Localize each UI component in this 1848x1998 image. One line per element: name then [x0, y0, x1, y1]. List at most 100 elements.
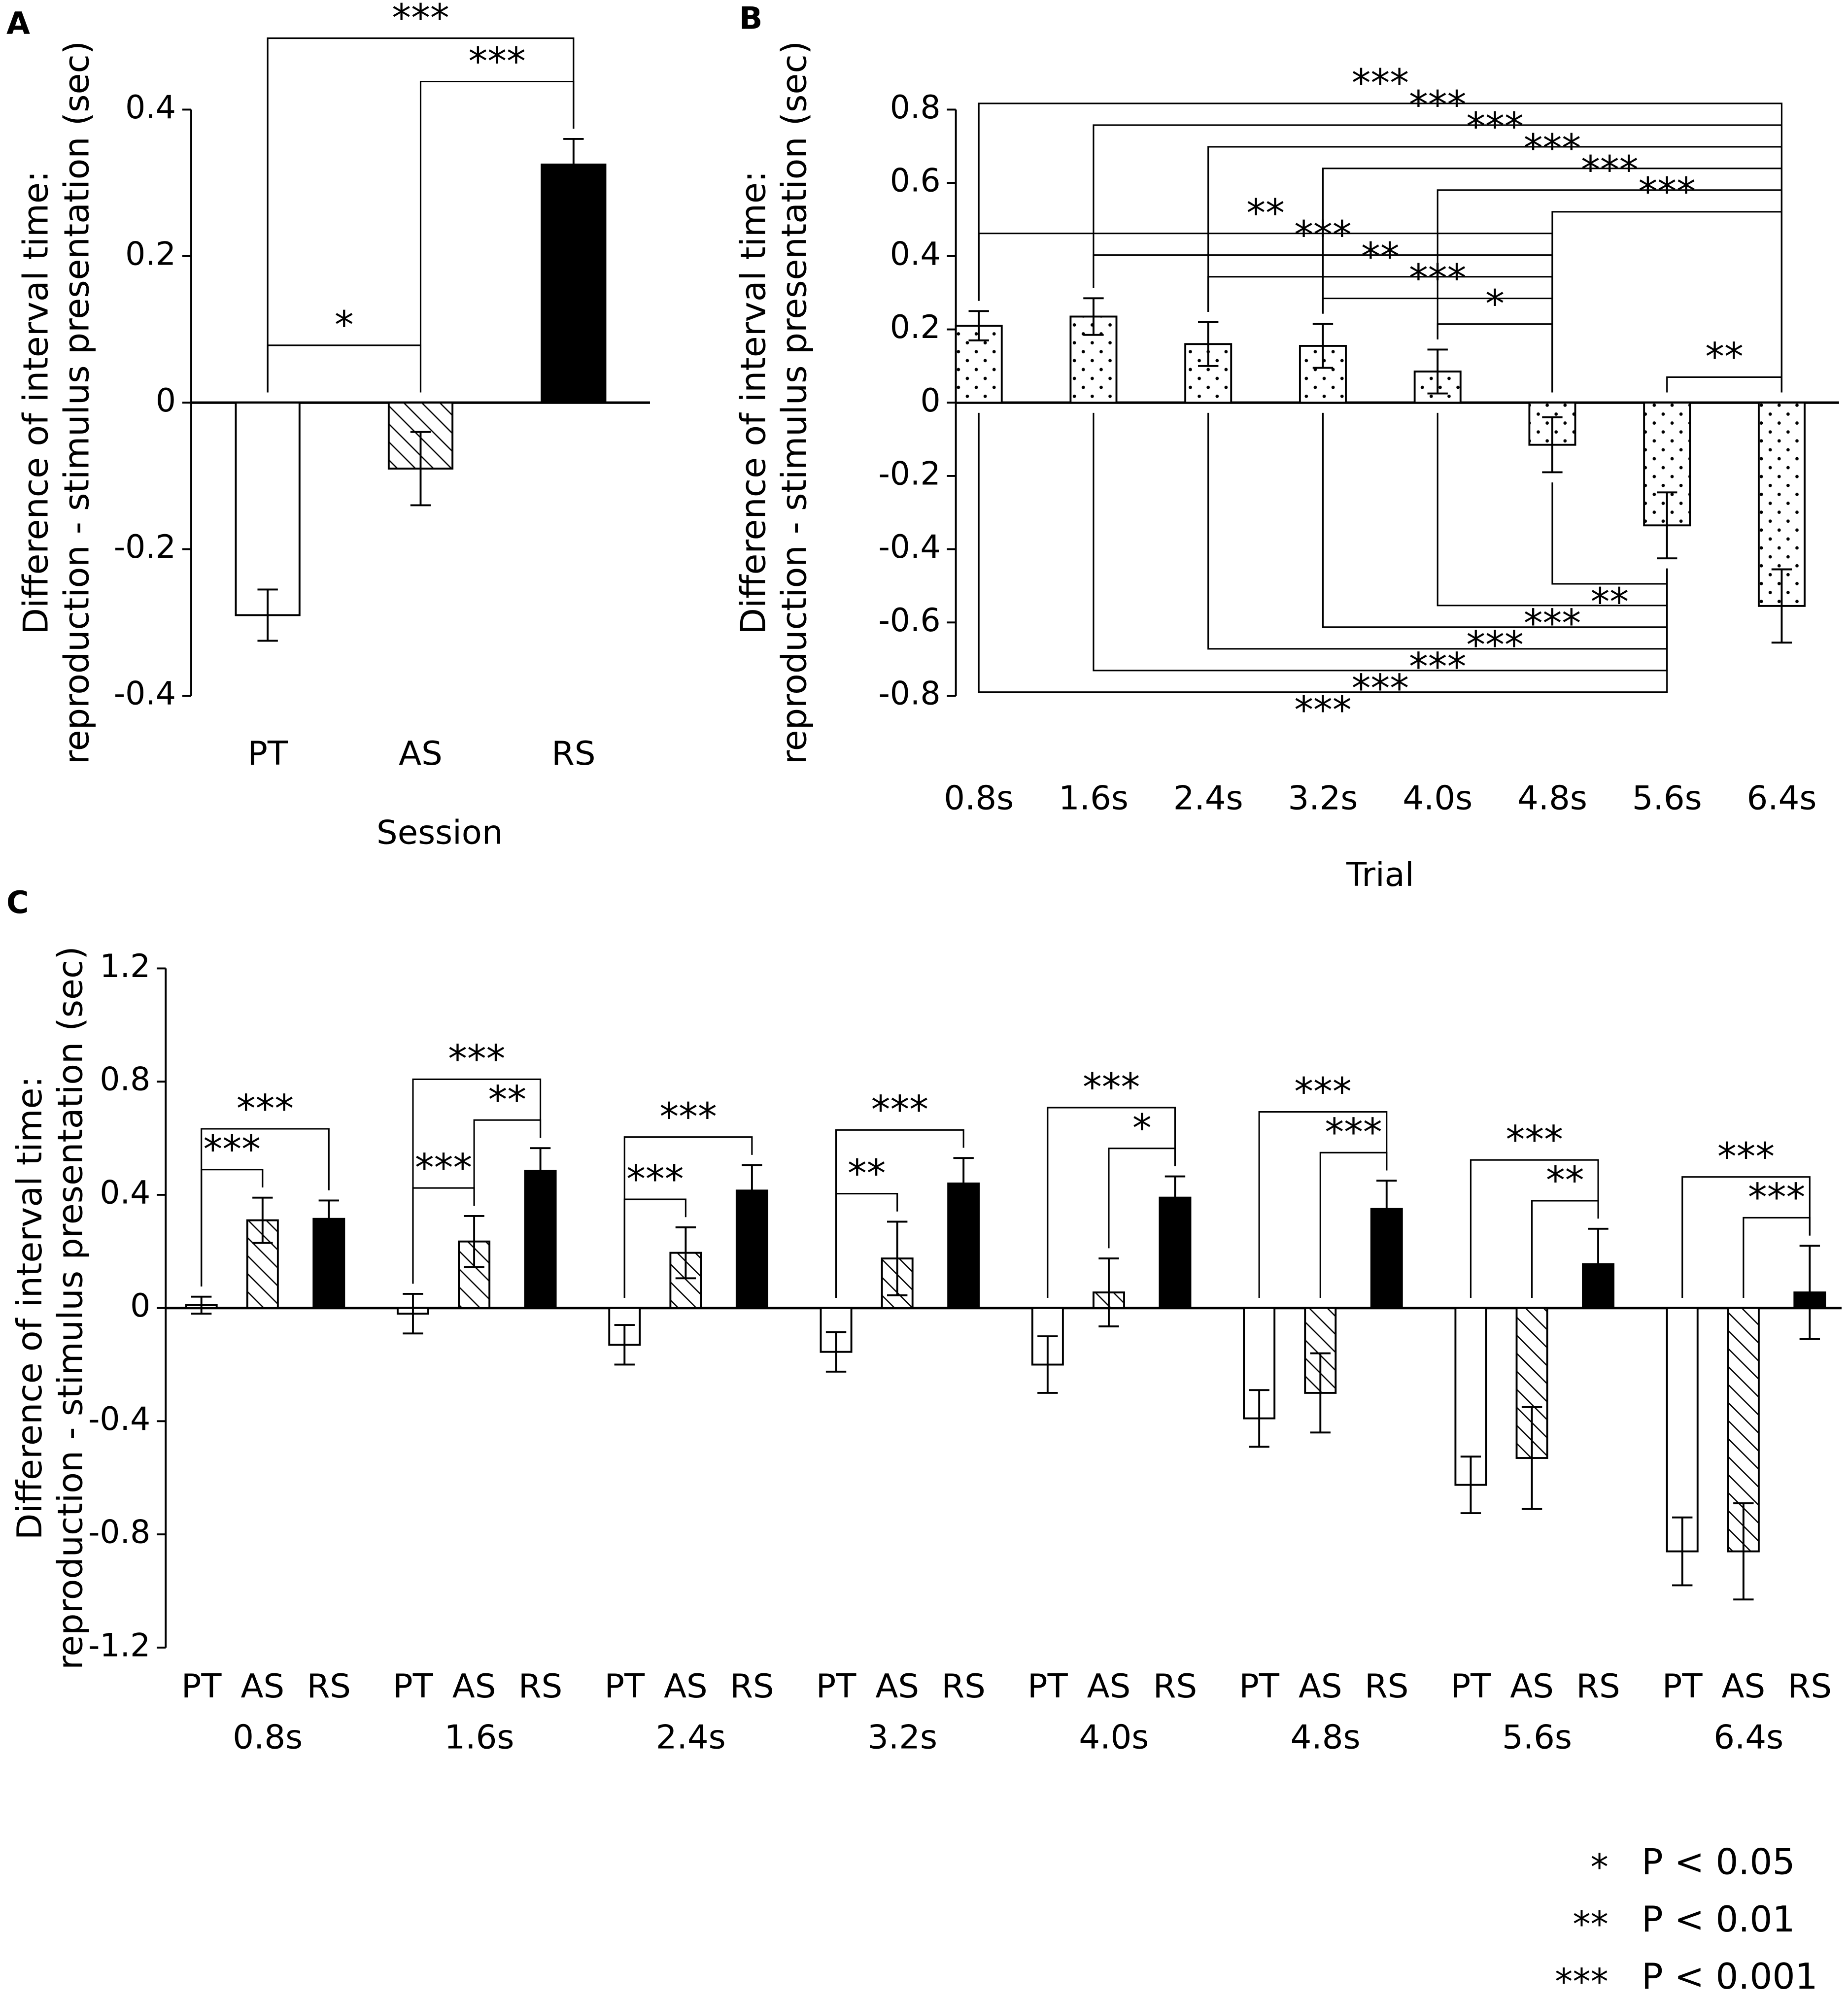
panel-letter: A — [6, 5, 30, 41]
significance-label: * — [1485, 282, 1505, 326]
y-tick-label: -0.4 — [878, 529, 940, 566]
significance-label: *** — [1524, 126, 1581, 170]
legend-text: P < 0.01 — [1642, 1899, 1795, 1940]
group-label: 2.4s — [656, 1718, 726, 1757]
significance-bracket — [1666, 376, 1782, 393]
x-tick-label: AS — [240, 1667, 284, 1705]
y-tick-label: 0.8 — [100, 1061, 150, 1098]
legend-symbol: ** — [1573, 1904, 1608, 1945]
significance-bracket — [201, 1128, 330, 1287]
significance-label: *** — [1352, 667, 1409, 711]
y-tick-label: 1.2 — [100, 948, 150, 985]
x-axis-label: Session — [376, 813, 503, 851]
x-tick-label: PT — [247, 734, 288, 773]
x-tick-label: AS — [452, 1667, 496, 1705]
significance-label: *** — [871, 1088, 928, 1132]
y-tick-label: 0.4 — [125, 89, 176, 126]
error-bar — [1249, 1389, 1269, 1448]
significance-label: *** — [1294, 688, 1351, 733]
significance-bracket — [1551, 211, 1782, 393]
significance-label: *** — [415, 1146, 472, 1190]
y-tick-label: 0.6 — [890, 163, 941, 200]
y-tick-label: -0.2 — [878, 455, 940, 492]
error-bar — [563, 137, 584, 191]
x-tick-label: 1.6s — [1059, 779, 1129, 817]
y-tick-label: 0.8 — [890, 89, 941, 126]
error-bar — [1198, 321, 1219, 367]
error-bar — [410, 431, 431, 507]
error-bar — [1588, 1227, 1608, 1301]
x-tick-label: 5.6s — [1632, 779, 1702, 817]
y-tick-label: 0 — [156, 382, 176, 419]
significance-label: *** — [1506, 1118, 1563, 1162]
significance-bracket — [1258, 1111, 1388, 1298]
x-tick-label: RS — [551, 734, 595, 773]
error-bar — [252, 1196, 273, 1244]
significance-label: ** — [1246, 191, 1285, 236]
significance-label: *** — [1524, 602, 1581, 646]
y-axis-label: reproduction - stimulus presentation (se… — [774, 41, 814, 764]
x-tick-label: AS — [664, 1667, 708, 1705]
significance-label: * — [1132, 1106, 1152, 1151]
error-bar — [1733, 1502, 1754, 1601]
y-axis-label: Difference of interval time: — [16, 171, 56, 635]
significance-label: *** — [1466, 104, 1523, 149]
x-tick-label: RS — [1365, 1667, 1408, 1705]
significance-label: *** — [1639, 169, 1696, 214]
significance-label: *** — [1409, 83, 1466, 127]
error-bar — [1799, 1245, 1820, 1340]
error-bar — [1672, 1516, 1693, 1587]
error-bar — [953, 1157, 974, 1210]
y-axis-label: Difference of interval time: — [734, 171, 774, 635]
significance-label: ** — [488, 1078, 527, 1122]
error-bar — [1312, 323, 1334, 369]
legend-symbol: * — [1591, 1847, 1608, 1888]
error-bar — [403, 1292, 423, 1335]
significance-label: ** — [1591, 580, 1629, 624]
error-bar — [825, 1331, 847, 1373]
x-tick-label: 3.2s — [1288, 779, 1358, 817]
error-bar — [742, 1164, 762, 1217]
x-tick-label: RS — [730, 1667, 774, 1705]
x-tick-label: RS — [1788, 1667, 1832, 1705]
error-bar — [191, 1295, 212, 1315]
x-tick-label: AS — [399, 734, 443, 773]
bar — [1666, 1307, 1699, 1553]
x-tick-label: PT — [1662, 1667, 1703, 1705]
significance-label: ** — [1361, 235, 1400, 279]
group-label: 3.2s — [867, 1718, 937, 1757]
y-tick-label: -0.8 — [878, 676, 940, 712]
significance-bracket — [978, 102, 1782, 393]
y-tick-label: -0.8 — [88, 1514, 150, 1551]
x-tick-label: AS — [1510, 1667, 1554, 1705]
panel-letter: B — [739, 0, 762, 36]
x-tick-label: 2.4s — [1173, 779, 1243, 817]
y-axis-label: Difference of interval time: — [10, 1076, 50, 1540]
x-tick-label: PT — [1027, 1667, 1068, 1705]
y-axis-label: reproduction - stimulus presentation (se… — [57, 41, 97, 764]
significance-bracket — [978, 412, 1668, 693]
error-bar — [614, 1324, 635, 1366]
y-tick-label: -0.2 — [114, 529, 176, 566]
error-bar — [1037, 1335, 1058, 1394]
significance-label: *** — [392, 0, 449, 40]
significance-label: *** — [1294, 1070, 1351, 1114]
significance-label: *** — [1325, 1111, 1382, 1155]
group-label: 0.8s — [233, 1718, 303, 1757]
group-label: 1.6s — [444, 1718, 514, 1757]
group-label: 6.4s — [1713, 1718, 1783, 1757]
x-axis-label: Trial — [1346, 855, 1414, 894]
error-bar — [1310, 1352, 1331, 1434]
significance-bracket — [412, 1078, 542, 1284]
error-bar — [1542, 416, 1563, 474]
x-tick-label: PT — [816, 1667, 857, 1705]
significance-label: *** — [659, 1095, 717, 1139]
significance-label: *** — [1581, 148, 1638, 192]
significance-bracket — [267, 37, 575, 393]
significance-bracket — [1681, 1176, 1811, 1298]
x-tick-label: AS — [875, 1667, 919, 1705]
x-tick-label: RS — [307, 1667, 351, 1705]
significance-bracket — [267, 344, 422, 393]
significance-label: *** — [1717, 1135, 1775, 1179]
error-bar — [968, 310, 989, 341]
